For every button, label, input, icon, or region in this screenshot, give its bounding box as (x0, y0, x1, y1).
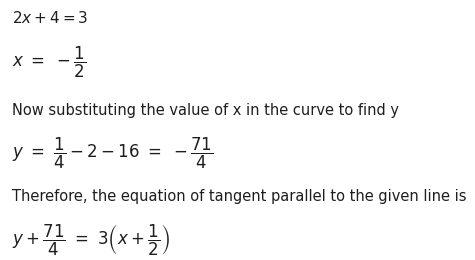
Text: $y + \dfrac{71}{4} \ = \ 3\left(x + \dfrac{1}{2}\right)$: $y + \dfrac{71}{4} \ = \ 3\left(x + \dfr… (12, 223, 170, 258)
Text: Therefore, the equation of tangent parallel to the given line is: Therefore, the equation of tangent paral… (12, 189, 466, 204)
Text: Now substituting the value of x in the curve to find y: Now substituting the value of x in the c… (12, 103, 399, 118)
Text: $y \ = \ \dfrac{1}{4} - 2 - 16 \ = \ -\dfrac{71}{4}$: $y \ = \ \dfrac{1}{4} - 2 - 16 \ = \ -\d… (12, 136, 213, 171)
Text: $2x + 4 = 3$: $2x + 4 = 3$ (12, 10, 88, 26)
Text: $x \ = \ -\dfrac{1}{2}$: $x \ = \ -\dfrac{1}{2}$ (12, 45, 86, 80)
